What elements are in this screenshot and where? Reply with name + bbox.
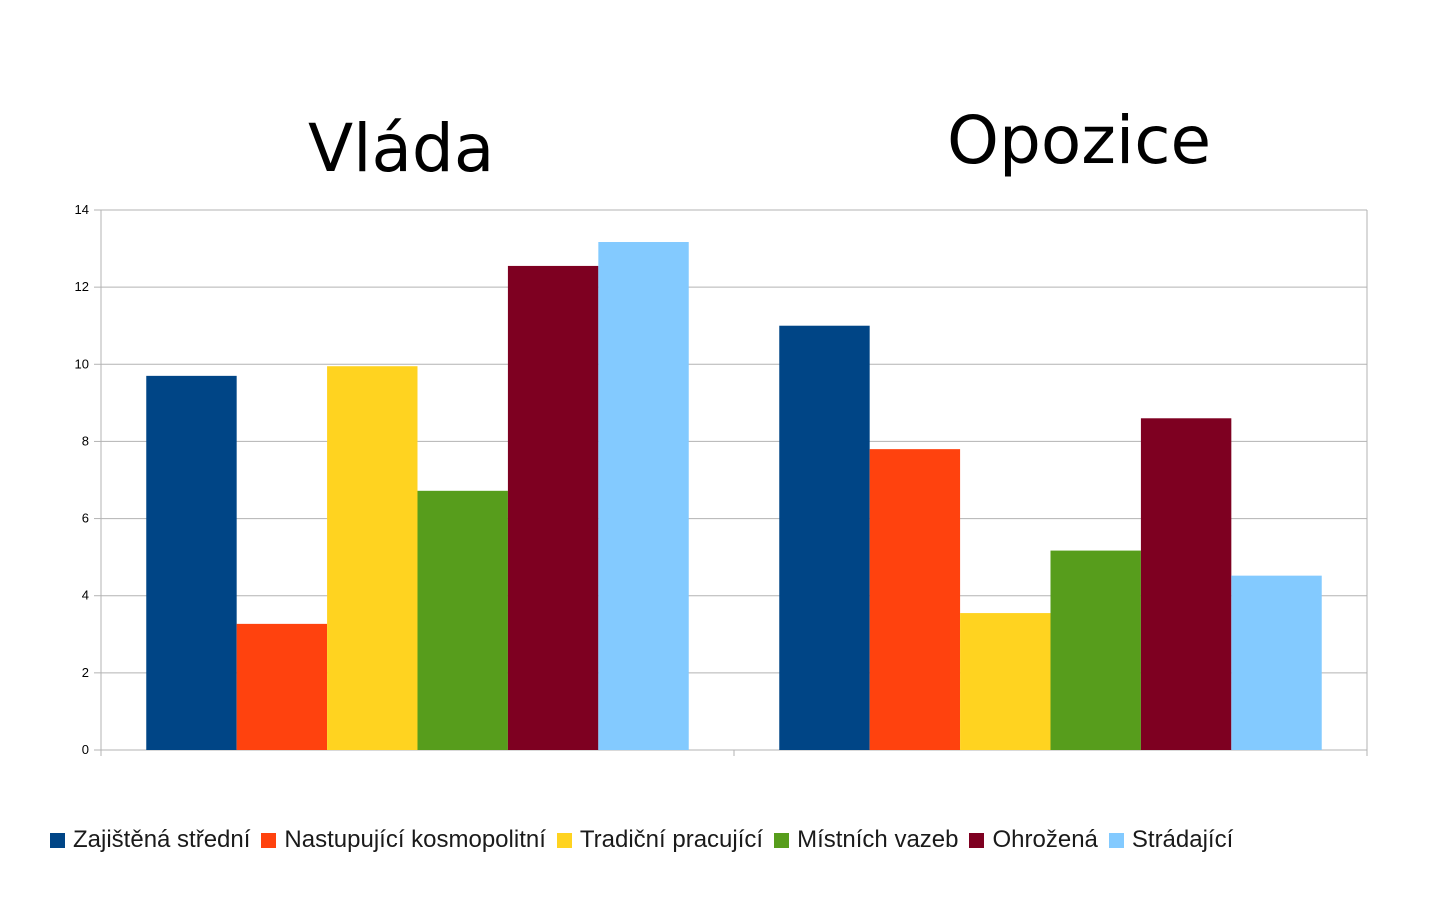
y-tick-label: 0 — [82, 742, 89, 757]
legend-label: Ohrožená — [992, 826, 1098, 853]
bar — [869, 449, 961, 750]
y-tick-label: 4 — [82, 588, 89, 603]
y-tick-label: 12 — [75, 279, 89, 294]
bar — [598, 242, 689, 750]
chart-legend: Zajištěná střední Nastupující kosmopolitn… — [50, 826, 1244, 854]
bar — [960, 613, 1051, 750]
bar — [327, 366, 418, 750]
bar — [507, 265, 599, 750]
legend-label: Místních vazeb — [797, 826, 959, 853]
legend-swatch — [261, 832, 277, 848]
y-tick-label: 10 — [75, 356, 89, 371]
legend-item: Místních vazeb — [774, 826, 958, 854]
bar — [146, 375, 237, 750]
y-tick-label: 2 — [82, 665, 89, 680]
bar — [1140, 418, 1232, 750]
bar — [1050, 550, 1141, 750]
legend-swatch — [1108, 832, 1124, 848]
y-tick-label: 6 — [82, 511, 89, 526]
legend-swatch — [774, 832, 790, 848]
group-title-opozice: Opozice — [947, 102, 1212, 179]
legend-item: Strádající — [1108, 826, 1234, 854]
legend-label: Tradiční pracující — [579, 826, 764, 853]
y-tick-label: 14 — [75, 202, 89, 217]
legend-swatch — [556, 832, 572, 848]
legend-item: Zajištěná střední — [50, 826, 250, 854]
legend-label: Zajištěná střední — [73, 826, 251, 853]
legend-swatch — [50, 832, 65, 848]
legend-item: Ohrožená — [969, 826, 1098, 854]
legend-label: Nastupující kosmopolitní — [284, 826, 546, 853]
bar — [1231, 575, 1322, 750]
y-tick-label: 8 — [82, 433, 89, 448]
legend-item: Nastupující kosmopolitní — [261, 826, 546, 854]
legend-item: Tradiční pracující — [556, 826, 764, 854]
legend-label: Strádající — [1131, 826, 1234, 853]
bar — [779, 325, 870, 750]
bar — [236, 623, 328, 750]
bar — [417, 490, 508, 750]
legend-swatch — [969, 832, 985, 848]
group-title-vlada: Vláda — [308, 110, 495, 187]
